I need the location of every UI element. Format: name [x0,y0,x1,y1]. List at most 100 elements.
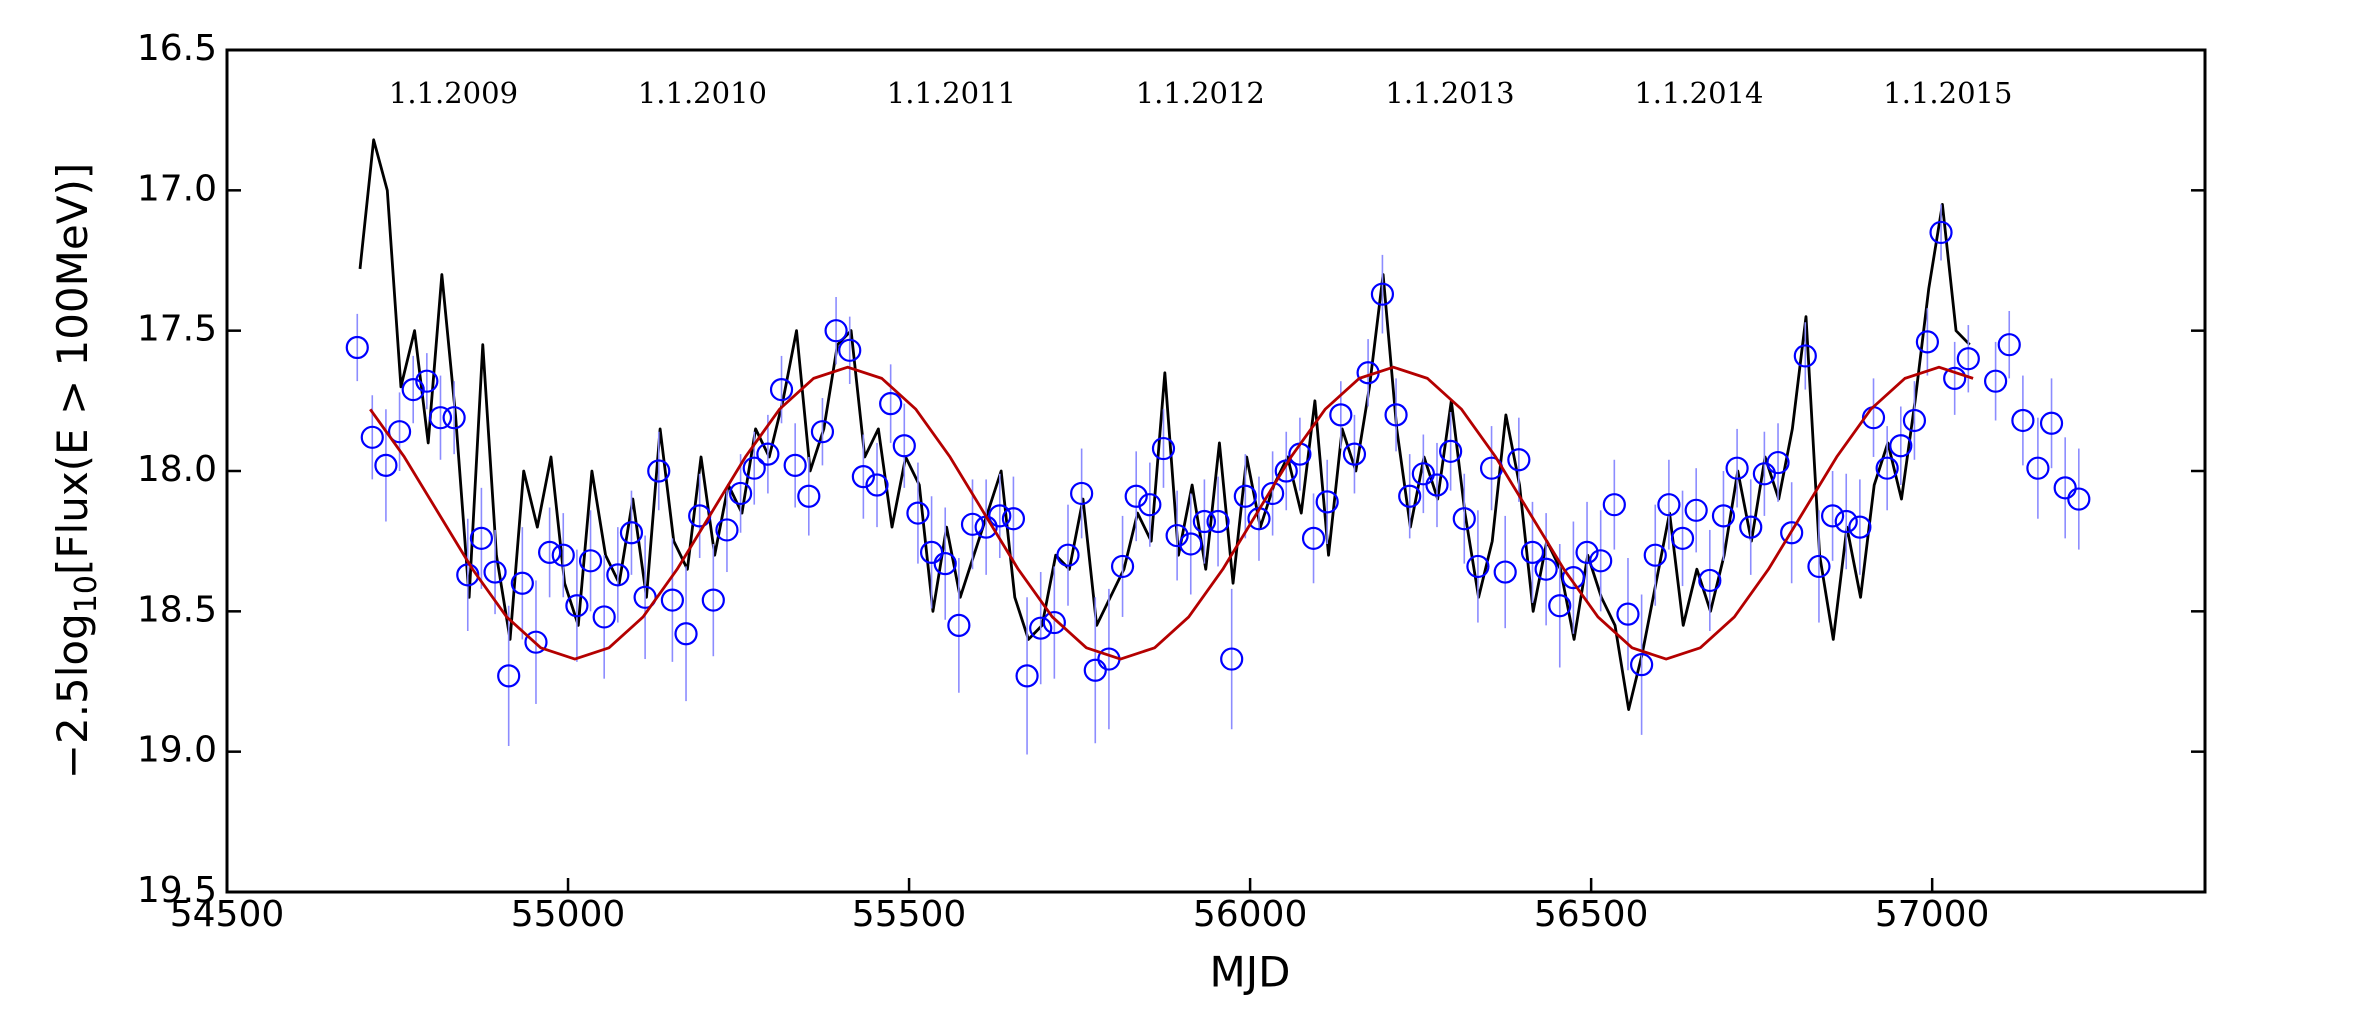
y-tick-label: 19.0 [137,730,217,771]
data-point [797,484,821,508]
data-point [674,622,698,646]
data-point [1589,549,1613,573]
data-point [1739,515,1763,539]
data-point [1943,366,1967,390]
data-point [497,664,521,688]
data-point [756,442,780,466]
data-point [879,392,903,416]
series-line [369,365,1974,661]
data-point [1301,526,1326,550]
data-point [387,420,412,444]
data-point [1042,610,1066,635]
data-point [1220,647,1244,671]
y-label-part: [Flux(E > 100MeV)] [48,163,97,575]
data-point [933,552,957,576]
data-point [1602,493,1626,517]
data-point [1342,442,1367,466]
data-point [1834,509,1858,534]
date-label: 1.1.2015 [1883,76,2012,110]
data-point [1370,282,1395,306]
data-point [892,434,916,458]
data-point [1889,434,1913,458]
data-point [345,335,369,360]
data-point [1452,507,1476,531]
date-label: 1.1.2013 [1385,76,1514,110]
data-point [1725,456,1749,480]
data-point [1083,658,1107,682]
data-point [1875,456,1899,480]
data-point [1151,436,1176,461]
data-point [2011,408,2035,433]
date-label: 1.1.2012 [1136,76,1265,110]
y-tick-label: 16.5 [137,28,217,69]
data-point [619,521,644,545]
x-axis-label: MJD [1210,948,1291,997]
data-point [524,630,548,654]
data-point [1670,526,1695,550]
data-point [947,613,971,637]
data-point [1124,484,1148,508]
data-point [1329,403,1353,427]
data-point [1439,439,1463,463]
data-point [1411,462,1435,486]
plot-area [345,138,2091,755]
data-point [865,473,889,497]
data-point [401,378,425,402]
data-point [1643,543,1667,567]
data-point [1206,509,1230,534]
data-point [728,481,753,506]
data-point [1520,540,1545,564]
date-label: 1.1.2011 [887,76,1016,110]
data-point [1820,504,1845,528]
data-point [1766,450,1790,475]
data-point [360,425,384,449]
data-point [960,512,985,536]
y-tick-label: 18.0 [137,449,217,490]
data-point [483,560,507,584]
x-tick-label: 56500 [1534,894,1649,935]
data-point [783,453,807,477]
date-label: 1.1.2010 [638,76,767,110]
y-label-subscript: 10 [69,575,104,613]
data-point [1138,493,1162,517]
data-point [1657,493,1681,517]
data-point [469,526,494,550]
data-point [1398,484,1422,508]
data-point [851,465,875,489]
date-label: 1.1.2014 [1634,76,1763,110]
x-tick-label: 54500 [170,894,285,935]
data-point [1015,664,1039,688]
y-tick-label: 19.5 [137,870,217,911]
data-point [1711,504,1736,528]
data-point [1684,498,1708,522]
data-point [701,588,725,612]
data-point [1261,481,1285,506]
series-line [358,138,1971,711]
data-point [824,319,848,343]
data-point [1698,568,1722,593]
data-point [578,549,603,573]
data-point [769,378,794,402]
data-point [538,540,562,564]
data-point [1929,220,1953,245]
y-tick-label: 17.5 [137,309,217,350]
data-point [1997,333,2021,357]
data-point [1752,462,1776,486]
data-point [660,588,684,612]
data-point [1807,554,1831,579]
data-point [1165,523,1189,548]
data-point [442,406,466,430]
data-point [1616,602,1640,626]
data-point [1425,473,1449,497]
data-point [2053,476,2077,500]
data-point [647,459,671,483]
x-tick-label: 55000 [511,894,626,935]
data-point [1192,509,1217,534]
y-tick-label: 18.5 [137,589,217,630]
data-point [810,420,835,444]
data-point [742,456,766,480]
date-label: 1.1.2009 [389,76,518,110]
data-point [1630,653,1654,677]
